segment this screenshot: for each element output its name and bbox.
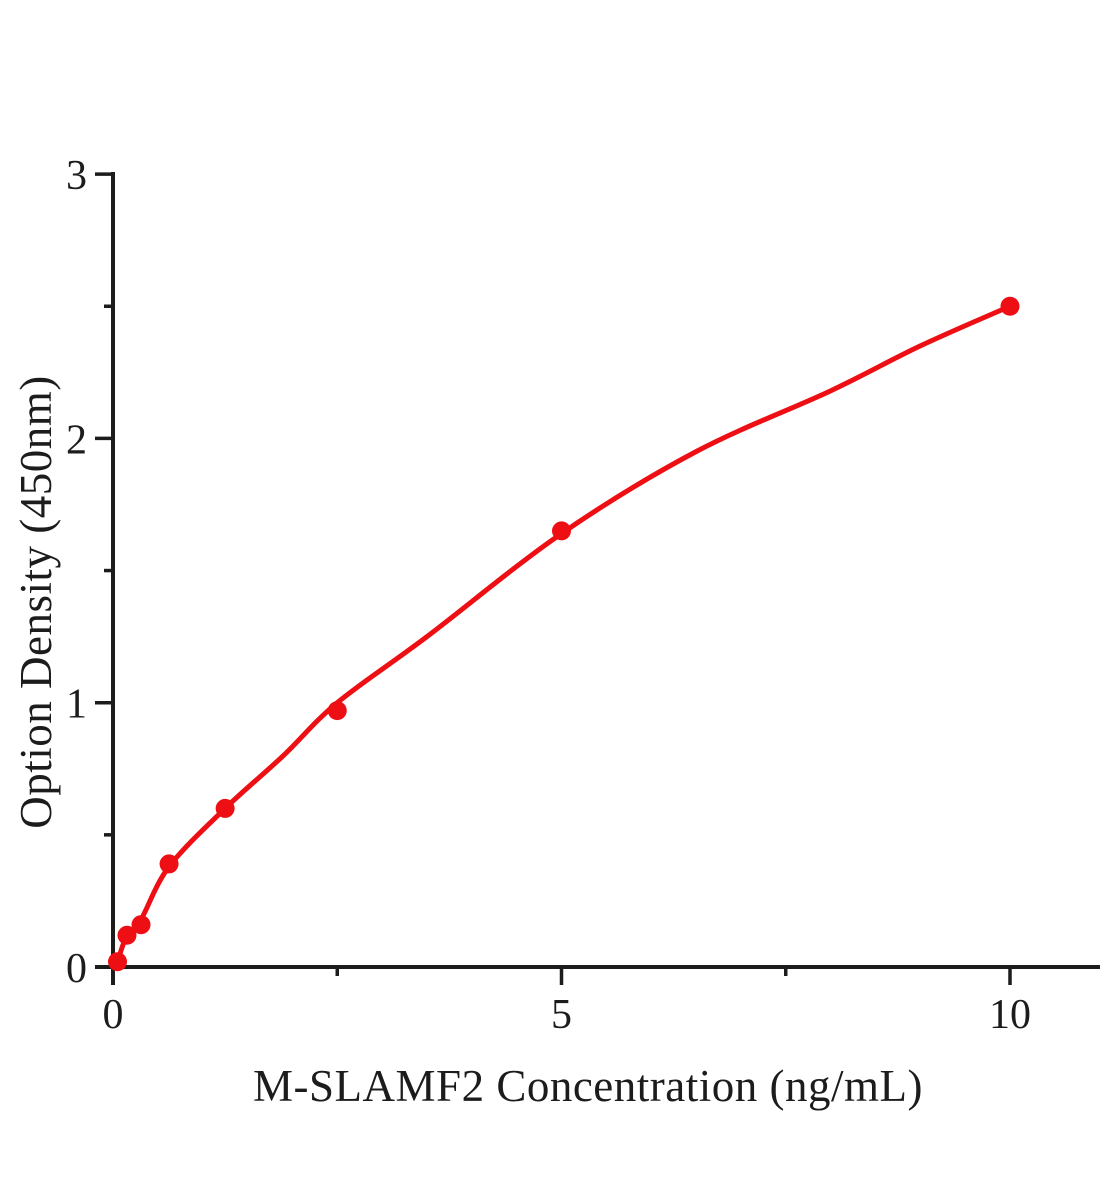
y-tick-label: 3 [66,153,87,199]
data-point [107,952,127,972]
standard-curve-line [114,303,1013,965]
data-point [159,854,179,874]
y-axis-title: Option Density (450nm) [11,375,61,829]
data-point [117,925,137,945]
y-tick-label: 1 [66,682,87,728]
data-point [215,798,235,818]
data-point [1000,296,1020,316]
x-axis-title: M-SLAMF2 Concentration (ng/mL) [253,1061,923,1111]
y-tick-label: 2 [66,417,87,463]
x-tick-label: 5 [551,992,572,1038]
data-point [131,915,151,935]
data-point [552,521,571,541]
data-point [327,701,347,721]
x-tick-label: 0 [103,992,124,1038]
x-tick-label: 10 [989,992,1031,1038]
y-tick-label: 0 [66,946,87,992]
